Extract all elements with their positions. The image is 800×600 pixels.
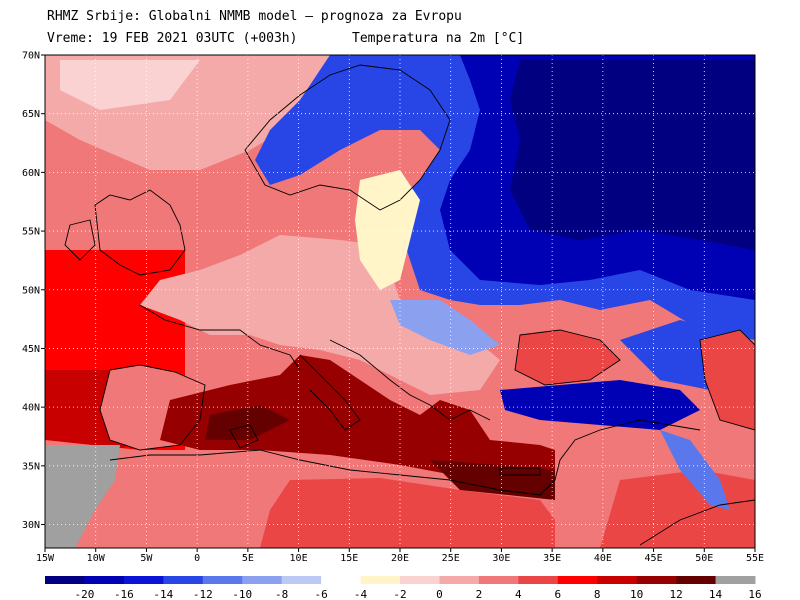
- colorbar-bin: [557, 576, 598, 584]
- africa-coast: [109, 419, 701, 496]
- sahara-warm: [260, 478, 555, 548]
- colorbar-label: -20: [75, 588, 95, 600]
- colorbar-label: 8: [594, 588, 601, 600]
- north-atlantic-mild: [60, 60, 200, 110]
- lon-tick-label: 10W: [87, 553, 106, 564]
- colorbar-label: 12: [669, 588, 682, 600]
- colorbar: -20 -16 -14 -12 -10 -8 -6 -4 -2 0 2 4 6 8 10 12 14 16: [45, 576, 762, 600]
- caspian-sea: [700, 330, 755, 430]
- lon-tick-label: 45E: [645, 553, 663, 564]
- lon-tick-label: 0: [194, 553, 200, 564]
- tyrrhenian-core: [205, 405, 290, 440]
- colorbar-bin: [518, 576, 559, 584]
- caspian-coast: [699, 329, 755, 431]
- colorbar-bin: [123, 576, 164, 584]
- zagros-cold: [660, 430, 730, 510]
- map-title: RHMZ Srbije: Globalni NMMB model — progn…: [47, 9, 462, 24]
- longitude-ticks: 15W 10W 5W 0 5E 10E 15E 20E 25E 30E 35E 40E 45E 50E 55…: [36, 548, 764, 564]
- lat-tick-label: 60N: [22, 168, 40, 179]
- colorbar-bin: [45, 576, 85, 584]
- great-britain-coast: [94, 189, 186, 276]
- lat-tick-label: 30N: [22, 520, 40, 531]
- lat-tick-label: 35N: [22, 461, 40, 472]
- colorbar-label: -12: [193, 588, 213, 600]
- lat-tick-label: 50N: [22, 285, 40, 296]
- colorbar-bin: [281, 576, 322, 584]
- lon-tick-label: 5E: [242, 553, 254, 564]
- colorbar-bin: [360, 576, 401, 584]
- scandinavia-coast: [244, 64, 451, 211]
- colorbar-bin: [321, 576, 362, 584]
- ireland-coast: [64, 219, 96, 261]
- lon-tick-label: 25E: [442, 553, 460, 564]
- colorbar-bin: [439, 576, 480, 584]
- colorbar-label: -6: [314, 588, 327, 600]
- valid-time: Vreme: 19 FEB 2021 03UTC (+003h) Temperat…: [47, 31, 525, 46]
- colorbar-label: -4: [354, 588, 368, 600]
- lon-tick-label: 20E: [391, 553, 409, 564]
- lon-tick-label: 30E: [492, 553, 510, 564]
- russia-coldest: [510, 60, 755, 250]
- temperature-field: [45, 55, 755, 548]
- colorbar-bin: [636, 576, 677, 584]
- lat-tick-label: 55N: [22, 227, 40, 238]
- baltic-transition: [355, 170, 420, 290]
- balkans-coast: [329, 339, 491, 421]
- colorbar-label: 0: [436, 588, 443, 600]
- colorbar-bin: [597, 576, 638, 584]
- anatolia-cold: [500, 380, 700, 430]
- colorbar-label: -8: [275, 588, 288, 600]
- colorbar-label: 14: [709, 588, 723, 600]
- crete-coast: [499, 467, 541, 476]
- colorbar-bin: [715, 576, 756, 584]
- lat-tick-label: 70N: [22, 51, 40, 62]
- black-sea-coast: [514, 329, 621, 386]
- colorbar-bin: [400, 576, 440, 584]
- outside-domain: [45, 445, 120, 548]
- colorbar-label: -2: [393, 588, 406, 600]
- lat-tick-label: 40N: [22, 403, 40, 414]
- black-sea: [515, 330, 620, 385]
- colorbar-bin: [478, 576, 519, 584]
- colorbar-bin: [84, 576, 125, 584]
- france-coast: [139, 304, 301, 371]
- lon-tick-label: 15W: [36, 553, 55, 564]
- lon-tick-label: 10E: [290, 553, 308, 564]
- lon-tick-label: 5W: [140, 553, 153, 564]
- iberia-coast: [99, 364, 206, 451]
- lon-tick-label: 40E: [594, 553, 612, 564]
- sardinia-coast: [229, 424, 259, 449]
- colorbar-label: 2: [476, 588, 483, 600]
- lat-tick-label: 65N: [22, 109, 40, 120]
- colorbar-bin: [202, 576, 243, 584]
- persian-gulf-coast: [639, 499, 755, 546]
- carpathian-cold: [390, 300, 500, 355]
- colorbar-label: 10: [630, 588, 643, 600]
- colorbar-label: 6: [554, 588, 561, 600]
- italy-coast: [299, 354, 361, 431]
- colorbar-bin: [163, 576, 204, 584]
- parameter-label: Temperatura na 2m [°C]: [352, 31, 525, 46]
- arabia-warm: [600, 470, 755, 548]
- latitude-ticks: 70N 65N 60N 55N 50N 45N 40N 35N 30N: [22, 51, 45, 531]
- colorbar-bin: [676, 576, 717, 584]
- libyan-sea-core: [430, 460, 555, 500]
- colorbar-label: 4: [515, 588, 522, 600]
- lon-tick-label: 55E: [746, 553, 764, 564]
- lat-tick-label: 45N: [22, 344, 40, 355]
- colorbar-bin: [242, 576, 283, 584]
- colorbar-label: -16: [114, 588, 134, 600]
- lon-tick-label: 50E: [695, 553, 713, 564]
- central-europe: [140, 235, 500, 395]
- lon-tick-label: 15E: [340, 553, 358, 564]
- colorbar-label: 16: [748, 588, 761, 600]
- colorbar-label: -10: [232, 588, 252, 600]
- lon-tick-label: 35E: [543, 553, 561, 564]
- coastlines: [64, 64, 755, 546]
- colorbar-label: -14: [153, 588, 173, 600]
